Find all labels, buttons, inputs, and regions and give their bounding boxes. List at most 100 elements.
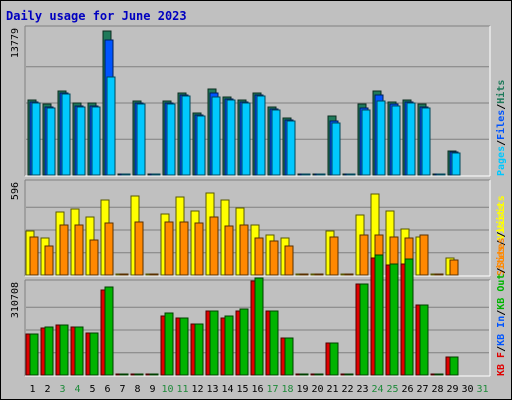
x-tick-label: 26 [401, 384, 413, 395]
bar [59, 324, 69, 376]
bar [91, 106, 101, 176]
bar [209, 216, 219, 276]
series-kb-out [29, 254, 459, 376]
x-tick-label: 27 [416, 384, 428, 395]
legend-entry: / [496, 268, 507, 274]
bar [361, 109, 371, 176]
bar [421, 107, 431, 176]
chart-title: Daily usage for June 2023 [6, 9, 187, 23]
bar [76, 106, 86, 176]
legend-entry: Sites [495, 246, 507, 276]
x-tick-label: 17 [266, 384, 278, 395]
panel-legend: Sites/Visits [495, 204, 507, 276]
bar [29, 333, 39, 376]
bar [284, 245, 294, 276]
x-tick-label: 28 [431, 384, 443, 395]
bar [406, 102, 416, 176]
x-tick-label: 10 [161, 384, 173, 395]
x-tick-label: 9 [149, 384, 155, 395]
bar [179, 317, 189, 376]
bar [449, 259, 459, 276]
legend-entry: / [496, 231, 507, 237]
bar [254, 237, 264, 276]
bar [31, 102, 41, 176]
bar [256, 95, 266, 176]
bar [59, 224, 69, 276]
bar [284, 337, 294, 376]
legend-entry: / [496, 240, 507, 246]
x-tick-label: 21 [326, 384, 338, 395]
bar [329, 236, 339, 276]
x-tick-label: 30 [461, 384, 473, 395]
x-tick-label: 29 [446, 384, 458, 395]
x-tick-label: 7 [119, 384, 125, 395]
bar [149, 273, 159, 276]
bar [164, 312, 174, 376]
x-tick-label: 20 [311, 384, 323, 395]
x-tick-label: 13 [206, 384, 218, 395]
bar [196, 115, 206, 176]
bar [329, 342, 339, 376]
panel-max-label: 596 [10, 182, 21, 200]
bar [359, 234, 369, 276]
x-tick-label: 2 [44, 384, 50, 395]
bar [224, 225, 234, 276]
legend-entry: / [496, 104, 507, 110]
x-tick-label: 22 [341, 384, 353, 395]
bar [434, 373, 444, 376]
panel-2: 596 Sites/Visits [10, 179, 507, 277]
bar [151, 173, 161, 176]
bar [449, 356, 459, 376]
bar [44, 326, 54, 376]
x-tick-label: 25 [386, 384, 398, 395]
panel-max-label: 13779 [10, 28, 21, 58]
bar [269, 240, 279, 276]
legend-entry: Files [495, 110, 507, 140]
legend-entry: Pages [496, 146, 507, 176]
x-tick-label: 19 [296, 384, 308, 395]
bar [286, 120, 296, 176]
bar [331, 122, 341, 176]
bar [226, 99, 236, 176]
bar [314, 273, 324, 276]
bar [374, 254, 384, 376]
bar [179, 221, 189, 276]
x-axis-labels: 1 2 3 4 5 6 7 8 9 10 11 12 13 14 15 16 17 18 19 20 21 22 23 24 2… [29, 384, 488, 395]
bar [239, 224, 249, 276]
x-tick-label: 24 [371, 384, 383, 395]
bar [119, 273, 129, 276]
bar [61, 93, 71, 176]
bar [211, 96, 221, 176]
bar [404, 258, 414, 376]
bar [119, 373, 129, 376]
bar [104, 286, 114, 376]
bar [316, 173, 326, 176]
bar [181, 95, 191, 176]
bar [451, 152, 461, 176]
panel-legend: Pages/Files/Hits [495, 80, 507, 176]
bar [134, 221, 144, 276]
bar [419, 304, 429, 376]
x-tick-label: 1 [29, 384, 35, 395]
bar [166, 103, 176, 176]
bar [209, 310, 219, 376]
bar [74, 224, 84, 276]
x-tick-label: 16 [251, 384, 263, 395]
bar [44, 245, 54, 276]
bar [89, 239, 99, 276]
bar [241, 102, 251, 176]
legend-entry: / [496, 346, 507, 352]
bar [194, 222, 204, 276]
bar [434, 273, 444, 276]
legend-entry: / [496, 310, 507, 316]
bar [89, 332, 99, 376]
x-tick-label: 23 [356, 384, 368, 395]
bar [254, 277, 264, 376]
x-tick-label: 8 [134, 384, 140, 395]
legend-entry: Sites [495, 237, 507, 267]
bar [149, 373, 159, 376]
legend-entry: KB In [496, 316, 507, 346]
